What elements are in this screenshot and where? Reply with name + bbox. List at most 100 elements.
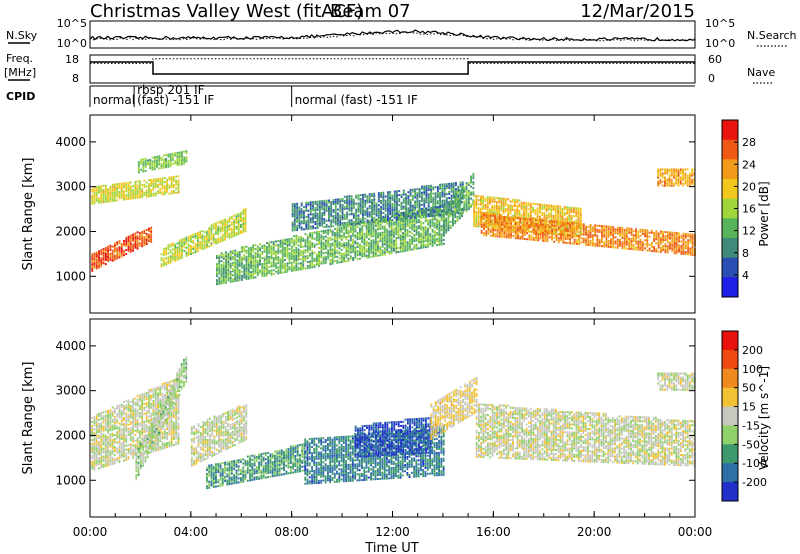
heatmap-cell — [587, 239, 590, 242]
heatmap-cell — [236, 255, 239, 258]
heatmap-cell — [220, 278, 223, 281]
heatmap-cell — [579, 211, 582, 214]
heatmap-cell — [352, 232, 355, 235]
heatmap-cell — [162, 264, 165, 267]
heatmap-cell — [318, 232, 320, 235]
heatmap-cell — [166, 190, 168, 193]
heatmap-cell — [529, 204, 532, 207]
heatmap-cell — [596, 234, 599, 237]
heatmap-cell — [496, 229, 499, 232]
heatmap-cell — [352, 206, 355, 209]
heatmap-cell — [203, 231, 206, 234]
heatmap-cell — [427, 227, 429, 230]
heatmap-cell — [307, 227, 310, 230]
heatmap-cell — [562, 231, 565, 234]
heatmap-cell — [313, 237, 316, 240]
heatmap-cell — [562, 235, 565, 238]
heatmap-cell — [127, 193, 130, 196]
heatmap-cell — [397, 226, 400, 229]
heatmap-cell — [247, 265, 250, 268]
heatmap-cell — [113, 244, 116, 247]
heatmap-cell — [141, 243, 144, 246]
heatmap-cell — [296, 227, 299, 229]
heatmap-cell — [311, 232, 314, 234]
heatmap-cell — [203, 243, 206, 246]
heatmap-cell — [100, 265, 103, 268]
heatmap-cell — [566, 223, 569, 226]
heatmap-cell — [553, 222, 556, 225]
heatmap-cell — [154, 192, 157, 195]
heatmap-cell — [116, 189, 119, 192]
heatmap-cell — [566, 232, 569, 235]
heatmap-cell — [554, 207, 557, 210]
heatmap-cell — [170, 192, 173, 195]
heatmap-cell — [156, 161, 158, 164]
heatmap-cell — [132, 193, 134, 196]
heatmap-cell — [311, 246, 314, 249]
heatmap-cell — [270, 269, 273, 272]
heatmap-cell — [438, 223, 441, 226]
heatmap-cell — [671, 235, 674, 238]
heatmap-cell — [655, 230, 658, 233]
heatmap-cell — [390, 240, 393, 243]
heatmap-cell — [527, 202, 530, 205]
heatmap-cell — [397, 222, 400, 225]
heatmap-cell — [368, 244, 370, 247]
heatmap-cell — [221, 239, 224, 242]
heatmap-cell — [340, 257, 343, 259]
heatmap-cell — [321, 206, 324, 209]
heatmap-cell — [254, 260, 257, 263]
heatmap-cell — [322, 242, 325, 245]
heatmap-cell — [518, 223, 521, 226]
heatmap-cell — [142, 168, 145, 171]
heatmap-cell — [107, 188, 109, 191]
heatmap-cell — [512, 228, 515, 231]
heatmap-cell — [445, 219, 448, 222]
heatmap-cell — [514, 211, 516, 214]
heatmap-cell — [153, 164, 156, 167]
heatmap-cell — [154, 184, 157, 187]
heatmap-cell — [498, 211, 500, 214]
heatmap-cell — [176, 155, 179, 158]
heatmap-cell — [306, 248, 309, 251]
heatmap-cell — [495, 213, 498, 216]
heatmap-cell — [314, 211, 317, 213]
heatmap-cell — [361, 247, 364, 250]
heatmap-cell — [607, 239, 610, 242]
heatmap-cell — [671, 241, 674, 244]
heatmap-cell — [580, 225, 583, 228]
heatmap-cell — [500, 213, 503, 216]
heatmap-cell — [309, 260, 311, 263]
heatmap-cell — [455, 188, 457, 191]
heatmap-cell — [300, 246, 302, 249]
heatmap-cell — [463, 188, 466, 191]
heatmap-cell — [307, 221, 310, 224]
heatmap-cell — [379, 232, 382, 234]
heatmap-cell — [516, 201, 519, 204]
heatmap-cell — [162, 262, 165, 265]
heatmap-cell — [143, 236, 146, 239]
heatmap-cell — [523, 227, 526, 230]
heatmap-cell — [475, 207, 478, 210]
heatmap-cell — [375, 218, 378, 221]
heatmap-cell — [465, 182, 468, 185]
heatmap-cell — [387, 213, 389, 216]
heatmap-cell — [231, 258, 234, 261]
heatmap-cell — [272, 265, 275, 268]
heatmap-cell — [475, 211, 478, 214]
heatmap-cell — [363, 220, 366, 223]
heatmap-cell — [229, 274, 232, 277]
heatmap-cell — [113, 197, 116, 200]
heatmap-cell — [165, 261, 167, 264]
heatmap-cell — [156, 163, 158, 166]
heatmap-cell — [290, 267, 293, 270]
heatmap-cell — [304, 233, 307, 236]
heatmap-cell — [505, 224, 508, 227]
heatmap-cell — [420, 244, 423, 247]
heatmap-cell — [495, 197, 498, 200]
heatmap-cell — [397, 251, 400, 253]
heatmap-cell — [577, 217, 580, 220]
heatmap-cell — [545, 206, 548, 209]
heatmap-cell — [346, 211, 348, 214]
heatmap-cell — [395, 251, 398, 254]
